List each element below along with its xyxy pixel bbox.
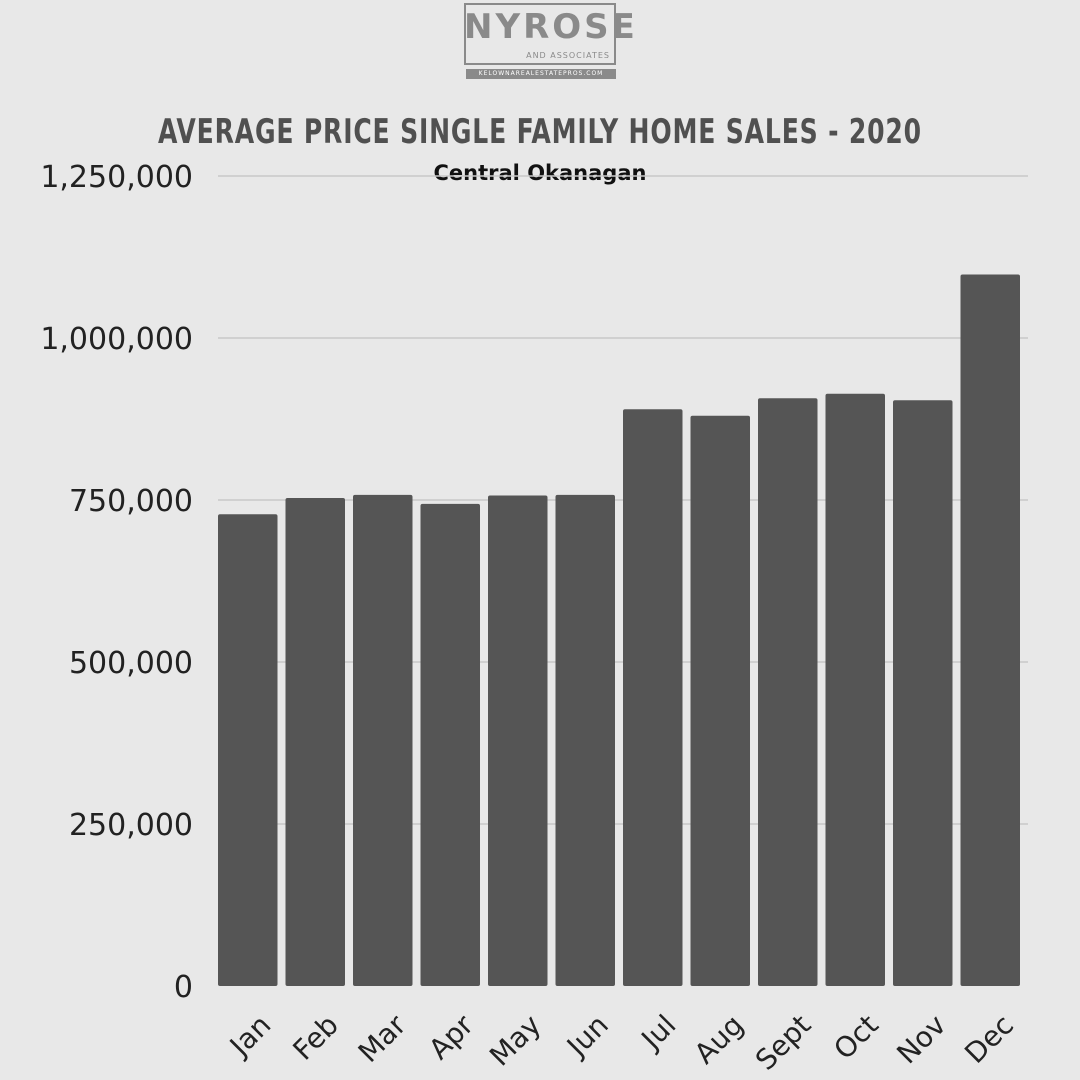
x-category-label: Nov	[890, 1008, 952, 1070]
bar-sept	[758, 398, 818, 986]
x-category-label: Feb	[287, 1008, 345, 1066]
x-category-label: Mar	[352, 1008, 413, 1069]
bar-dec	[960, 274, 1020, 987]
logo-frame	[464, 3, 616, 65]
brand-logo: NYROSE AND ASSOCIATES KELOWNAREALESTATEP…	[464, 3, 638, 79]
x-category-label: Sept	[749, 1008, 817, 1076]
bar-nov	[893, 400, 953, 986]
bar-may	[488, 495, 548, 986]
chart-subtitle: Central Okanagan	[433, 161, 647, 185]
y-axis-ticks: 0 250,000 500,000 750,000 1,000,000 1,250,000	[40, 160, 193, 1005]
bar-aug	[690, 415, 750, 986]
y-tick-label: 750,000	[69, 484, 193, 519]
y-tick-label: 250,000	[69, 808, 193, 843]
bar-oct	[825, 393, 885, 986]
x-category-label: Dec	[958, 1008, 1020, 1070]
logo-brand-name: NYROSE	[464, 7, 638, 47]
bar-jul	[623, 409, 683, 986]
x-category-label: Jan	[222, 1008, 277, 1063]
x-category-label: Apr	[422, 1008, 480, 1066]
bar-mar	[353, 494, 413, 986]
bar-apr	[420, 503, 480, 986]
bar-feb	[285, 498, 345, 986]
x-category-label: Jun	[559, 1008, 615, 1064]
bar-jan	[218, 514, 278, 986]
y-tick-label: 0	[174, 970, 193, 1005]
logo-tagline: AND ASSOCIATES	[526, 51, 610, 60]
x-category-label: Aug	[688, 1008, 750, 1070]
x-category-label: May	[483, 1008, 547, 1072]
x-axis-labels: Jan Feb Mar Apr May Jun Jul Aug Sept Oct Nov Dec	[222, 1008, 1020, 1077]
bar-jun	[555, 494, 615, 986]
x-category-label: Oct	[827, 1008, 885, 1066]
bars	[218, 274, 1020, 987]
y-tick-label: 1,000,000	[40, 322, 193, 357]
x-category-label: Jul	[634, 1008, 683, 1057]
logo-url: KELOWNAREALESTATEPROS.COM	[466, 69, 616, 79]
chart-title: AVERAGE PRICE SINGLE FAMILY HOME SALES -…	[158, 112, 922, 152]
y-tick-label: 1,250,000	[40, 160, 193, 195]
y-tick-label: 500,000	[69, 646, 193, 681]
